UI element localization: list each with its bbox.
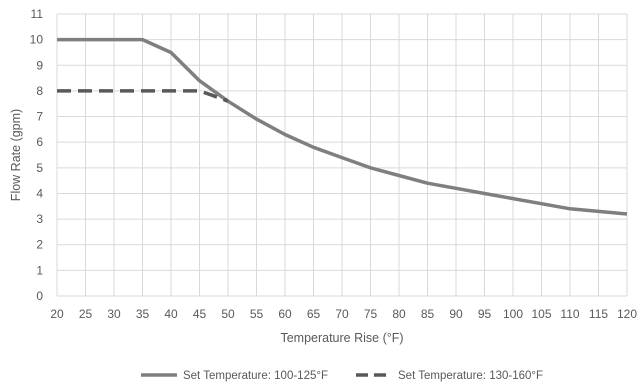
- x-tick-label: 65: [307, 307, 321, 321]
- x-tick-label: 110: [560, 307, 579, 321]
- x-tick-label: 120: [617, 307, 637, 321]
- y-tick-label: 5: [36, 161, 43, 175]
- y-tick-label: 4: [36, 186, 43, 200]
- x-axis-title: Temperature Rise (°F): [280, 331, 403, 345]
- legend-label: Set Temperature: 100-125°F: [183, 370, 328, 382]
- x-tick-label: 80: [392, 307, 406, 321]
- y-tick-label: 7: [36, 110, 43, 124]
- x-tick-label: 95: [478, 307, 492, 321]
- x-tick-label: 100: [503, 307, 523, 321]
- legend: Set Temperature: 100-125°F Set Temperatur…: [140, 370, 543, 382]
- x-tick-label: 115: [589, 307, 608, 321]
- y-tick-label: 3: [36, 212, 43, 226]
- x-tick-label: 60: [278, 307, 292, 321]
- x-tick-label: 90: [449, 307, 463, 321]
- x-tick-label: 55: [250, 307, 264, 321]
- x-tick-label: 45: [193, 307, 207, 321]
- legend-item-2: Set Temperature: 130-160°F: [356, 370, 543, 382]
- series-line-2: [57, 89, 229, 103]
- y-tick-label: 9: [36, 58, 43, 72]
- x-tick-label: 30: [107, 307, 121, 321]
- x-tick-label: 75: [364, 307, 378, 321]
- grid-layer: [56, 13, 628, 297]
- series-line-1: [57, 37, 628, 216]
- y-axis-title: Flow Rate (gpm): [9, 109, 23, 201]
- x-tick-label: 25: [79, 307, 93, 321]
- x-tick-label: 85: [421, 307, 435, 321]
- legend-item-1: Set Temperature: 100-125°F: [140, 370, 328, 382]
- x-tick-label: 35: [136, 307, 150, 321]
- y-tick-label: 10: [30, 33, 44, 47]
- y-tick-label: 11: [31, 7, 44, 21]
- x-tick-label: 105: [531, 307, 551, 321]
- x-tick-label: 20: [50, 307, 64, 321]
- y-tick-label: 8: [36, 84, 43, 98]
- x-tick-label: 70: [335, 307, 349, 321]
- y-tick-label: 6: [36, 135, 43, 149]
- series-layer: [57, 37, 628, 216]
- y-tick-label: 0: [36, 289, 43, 303]
- y-tick-label: 1: [36, 263, 43, 277]
- x-tick-label: 40: [164, 307, 178, 321]
- x-tick-label: 50: [221, 307, 235, 321]
- legend-label: Set Temperature: 130-160°F: [398, 370, 543, 382]
- y-tick-label: 2: [36, 238, 43, 252]
